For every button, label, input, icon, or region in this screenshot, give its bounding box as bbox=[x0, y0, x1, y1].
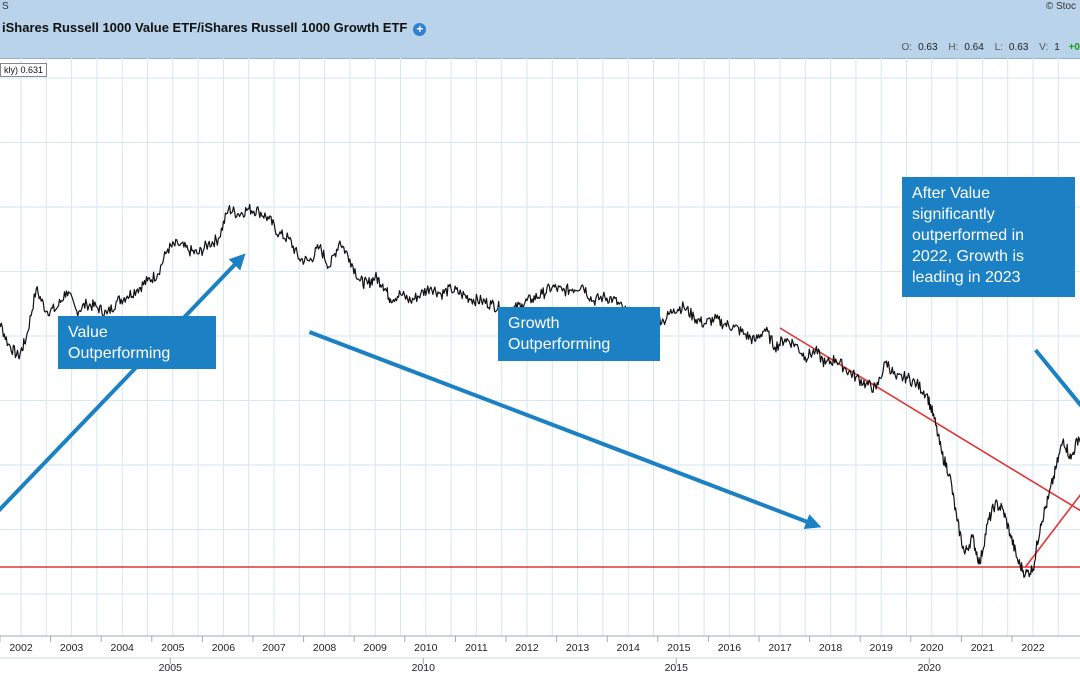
x-tick-label: 2004 bbox=[111, 642, 135, 654]
x-axis: 2002 2003 2004 2005 2006 2007 2008 2009 2010 2011… bbox=[0, 635, 1080, 675]
annotation-arrow bbox=[1033, 348, 1080, 408]
annotation-arrows bbox=[0, 253, 1080, 530]
value-outperforming-callout: Value Outperforming bbox=[58, 316, 216, 369]
growth-outperforming-callout: Growth Outperforming bbox=[498, 307, 660, 361]
x-tick-label: 2009 bbox=[364, 642, 388, 654]
x-tick-label: 2017 bbox=[768, 642, 792, 654]
x-major-tick-label: 2010 bbox=[412, 662, 436, 674]
add-icon[interactable]: + bbox=[413, 23, 427, 36]
x-tick-label: 2016 bbox=[718, 642, 742, 654]
chart-title: iShares Russell 1000 Value ETF/iShares R… bbox=[2, 20, 427, 36]
x-major-tick-label: 2015 bbox=[665, 662, 689, 674]
series-value-label: kly) 0.631 bbox=[0, 63, 48, 77]
x-tick-label: 2015 bbox=[667, 642, 691, 654]
x-tick-label: 2010 bbox=[414, 642, 438, 654]
x-tick-label: 2007 bbox=[262, 642, 286, 654]
x-tick-label: 2019 bbox=[870, 642, 894, 654]
x-tick-label: 2011 bbox=[465, 642, 488, 654]
x-tick-label: 2014 bbox=[617, 642, 641, 654]
high-label: H: bbox=[948, 42, 959, 53]
x-major-tick-label: 2005 bbox=[159, 662, 183, 674]
header-symbol-fragment: S bbox=[2, 1, 9, 12]
change-value: +0 bbox=[1068, 42, 1080, 53]
x-tick-label: 2021 bbox=[971, 642, 995, 654]
x-tick-label: 2013 bbox=[566, 642, 590, 654]
growth-leading-callout: After Value significantly outperformed i… bbox=[902, 177, 1075, 297]
x-tick-label: 2008 bbox=[313, 642, 337, 654]
open-value: 0.63 bbox=[918, 42, 938, 53]
open-label: O: bbox=[901, 42, 913, 53]
high-value: 0.64 bbox=[964, 42, 984, 53]
x-tick-label: 2012 bbox=[515, 642, 539, 654]
ohlc-readout: O: 0.63 H: 0.64 L: 0.63 V: 1 +0 bbox=[894, 42, 1080, 53]
x-tick-label: 2002 bbox=[9, 642, 33, 654]
chart-header: S iShares Russell 1000 Value ETF/iShares… bbox=[0, 0, 1080, 59]
annotation-arrow bbox=[308, 330, 822, 530]
chart-title-text: iShares Russell 1000 Value ETF/iShares R… bbox=[2, 20, 408, 35]
uptrend-line bbox=[1024, 493, 1080, 568]
volume-value: 1 bbox=[1054, 42, 1060, 53]
x-tick-label: 2020 bbox=[920, 642, 944, 654]
x-tick-label: 2003 bbox=[60, 642, 84, 654]
low-value: 0.63 bbox=[1008, 42, 1029, 53]
x-tick-label: 2022 bbox=[1021, 642, 1045, 654]
x-tick-label: 2005 bbox=[161, 642, 185, 654]
price-series-line bbox=[0, 203, 1080, 578]
x-tick-label: 2018 bbox=[819, 642, 843, 654]
low-label: L: bbox=[994, 42, 1003, 53]
annotation-arrow bbox=[0, 253, 246, 513]
volume-label: V: bbox=[1039, 42, 1049, 53]
copyright-text: © Stoc bbox=[1045, 1, 1076, 12]
x-tick-label: 2006 bbox=[212, 642, 236, 654]
x-major-tick-label: 2020 bbox=[918, 662, 942, 674]
x-axis-band bbox=[0, 636, 1080, 675]
